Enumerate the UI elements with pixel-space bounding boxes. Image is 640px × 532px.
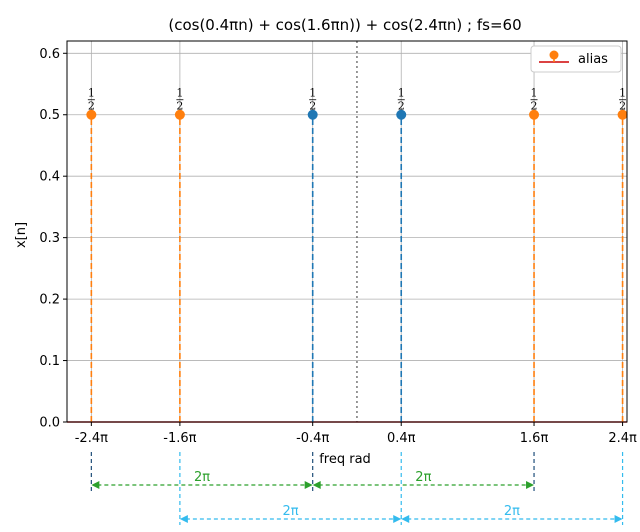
legend-marker-swatch [549,50,559,60]
stem-value-numerator: 1 [531,87,538,100]
span-arrowhead-right [304,481,313,489]
stem-marker [529,109,540,120]
y-tick-label: 0.5 [39,108,60,123]
y-tick-label: 0.1 [39,354,60,369]
stem-marker [174,109,185,120]
span-arrowhead-left [401,515,410,523]
y-tick-label: 0.6 [39,47,60,62]
stem-value-denominator: 2 [398,100,405,113]
span-label: 2π [283,504,299,519]
x-axis-label: freq rad [319,452,371,467]
span-arrowhead-left [312,481,321,489]
grid-lines [67,41,627,423]
stem-value-denominator: 2 [88,100,95,113]
span-arrowhead-left [91,481,100,489]
x-tick-label: 2.4π [608,431,637,446]
y-axis-label: x[n] [14,222,29,248]
x-tick-label: -0.4π [296,431,329,446]
stem-marker [307,109,318,120]
span-arrowhead-right [526,481,535,489]
plot-frame [66,40,628,423]
legend: alias [530,45,622,73]
y-tick-label: 0.2 [39,293,60,308]
stem-value-numerator: 1 [619,87,626,100]
stem-marker [86,109,97,120]
span-arrowhead-left [179,515,188,523]
y-tick-label: 0.0 [39,416,60,431]
span-label: 2π [504,504,520,519]
x-tick-label: -2.4π [75,431,108,446]
span-arrowhead-right [614,515,623,523]
stem-marker [396,109,407,120]
stem-value-numerator: 1 [398,87,405,100]
chart-title: (cos(0.4πn) + cos(1.6πn)) + cos(2.4πn) ;… [168,16,521,34]
stem-value-numerator: 1 [309,87,316,100]
y-tick-label: 0.3 [39,231,60,246]
stem-value-denominator: 2 [619,100,626,113]
stem-value-denominator: 2 [309,100,316,113]
legend-label: alias [578,52,608,67]
y-tick-label: 0.4 [39,170,60,185]
span-arrowhead-right [393,515,402,523]
x-tick-label: 1.6π [520,431,549,446]
stem-value-denominator: 2 [531,100,538,113]
axes: 0.0 0.1 0.2 0.3 0.4 0.5 0.6 -2.4π -1.6π -0.4π 0.4π… [39,40,637,446]
span-label: 2π [194,470,210,485]
span-label: 2π [415,470,431,485]
stem-value-numerator: 1 [88,87,95,100]
x-tick-label: 0.4π [387,431,416,446]
stem-marker [617,109,628,120]
x-tick-label: -1.6π [163,431,196,446]
stem-value-numerator: 1 [176,87,183,100]
stem-value-denominator: 2 [176,100,183,113]
span-annotations: 2π 2π 2π 2π [90,452,624,525]
